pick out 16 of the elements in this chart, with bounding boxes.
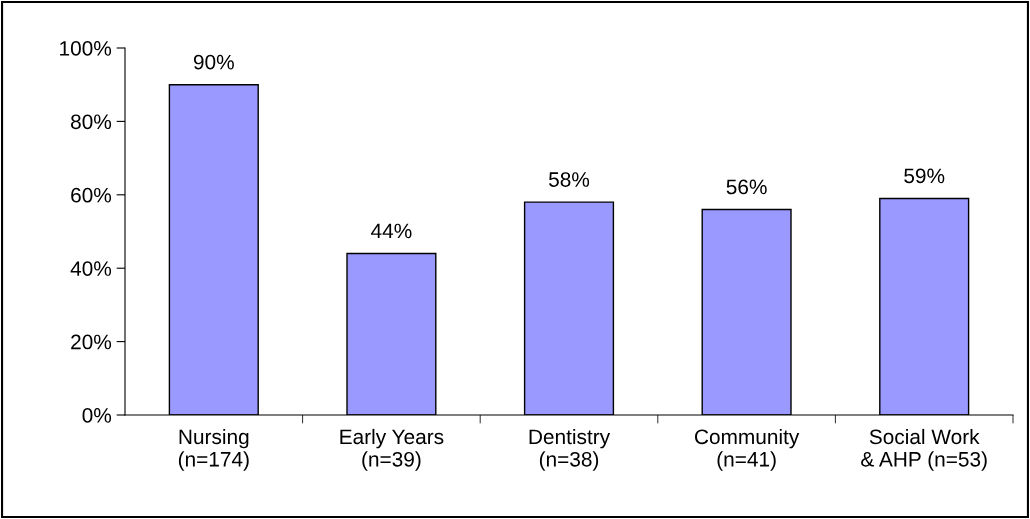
y-tick-label: 100% [60,41,112,56]
x-tick-label: Social Work & AHP (n=53) [861,428,987,471]
y-tick-label: 80% [71,114,112,130]
x-tick-label: Dentistry (n=38) [529,428,611,471]
x-tick-label: Nursing (n=174) [178,428,249,471]
y-tick-label: 60% [71,187,112,203]
y-tick-label: 0% [82,408,112,423]
data-label: 44% [371,223,412,239]
y-tick-label: 20% [71,334,112,350]
y-tick-label: 40% [70,261,112,276]
data-label: 58% [548,172,590,187]
data-label: 59% [904,168,945,184]
data-label: 90% [193,54,234,70]
x-tick-label: Early Years (n=39) [340,428,444,471]
x-tick-label: Community (n=41) [694,428,800,471]
data-label: 56% [726,179,767,195]
